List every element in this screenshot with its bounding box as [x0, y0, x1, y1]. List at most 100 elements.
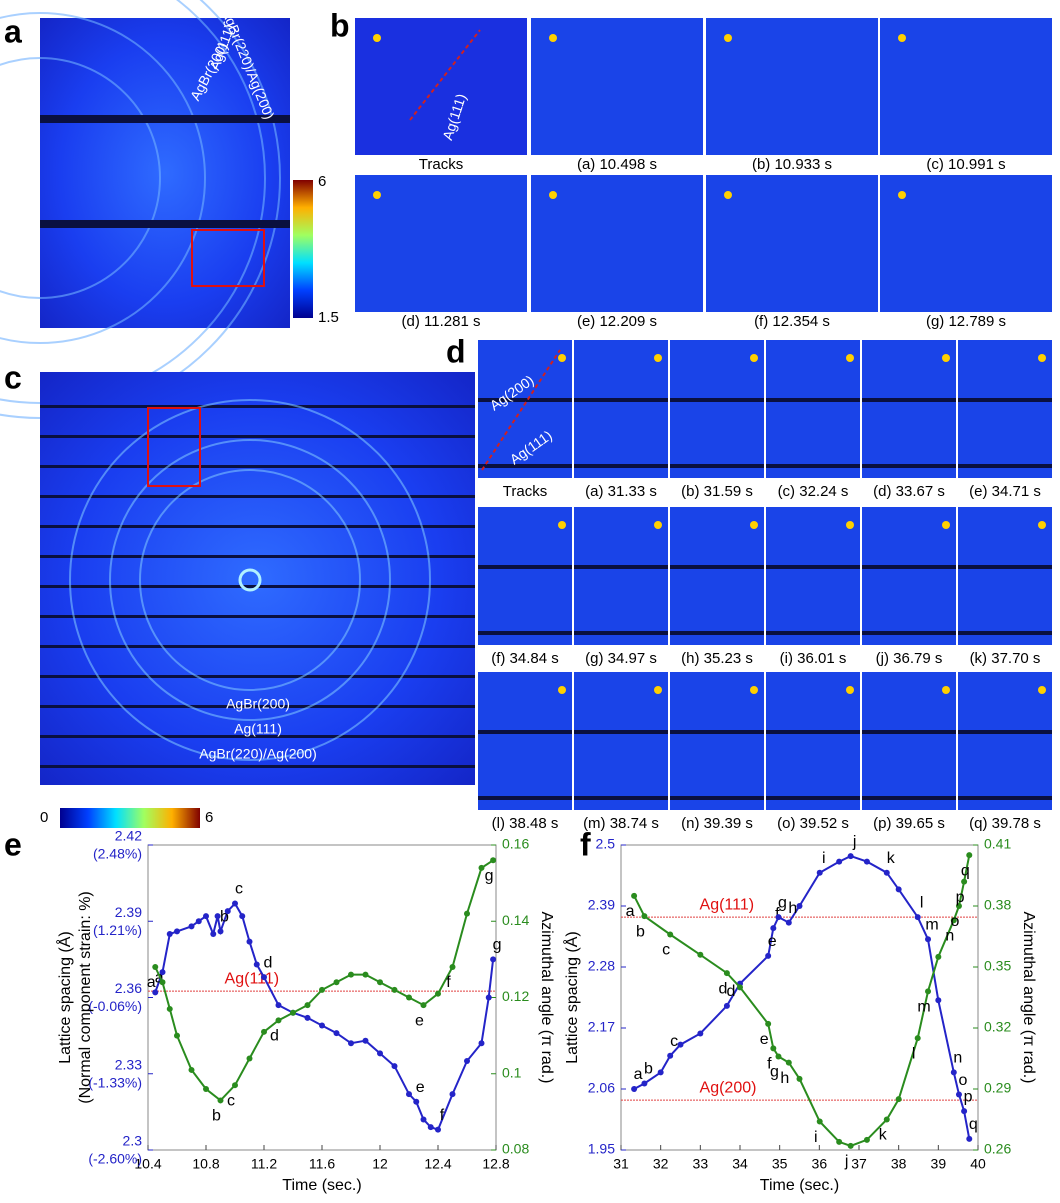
colorbar — [293, 180, 313, 318]
frame-caption: (q) 39.78 s — [969, 815, 1041, 832]
colorbar-label: 0 — [40, 809, 48, 826]
y-tick-label: 2.17 — [588, 1019, 615, 1035]
x-tick-label: 31 — [613, 1156, 629, 1172]
point-label: c — [670, 1033, 678, 1050]
point-label: g — [485, 867, 494, 884]
data-point — [188, 923, 195, 930]
frame-image — [574, 672, 668, 810]
y2-tick-label: 0.38 — [984, 897, 1011, 913]
y-axis-label: Lattice spacing (Å) — [562, 931, 581, 1064]
data-point — [796, 903, 803, 909]
detector-gap — [40, 465, 475, 468]
colorbar-label: 6 — [318, 173, 326, 190]
frame-image — [670, 507, 764, 645]
point-label: k — [887, 850, 896, 867]
point-label: f — [767, 1056, 772, 1073]
data-point — [188, 1066, 195, 1073]
data-point — [174, 1032, 180, 1039]
hot-spot — [558, 686, 566, 694]
y2-tick-label: 0.35 — [984, 958, 1011, 974]
point-label: a — [147, 974, 156, 991]
hot-spot — [373, 34, 381, 42]
reference-label: Ag(111) — [225, 970, 280, 987]
point-label: m — [925, 916, 938, 933]
data-point — [239, 913, 246, 920]
data-point — [641, 1080, 648, 1087]
y-tick-label: 1.95 — [588, 1141, 615, 1157]
detector-gap — [958, 565, 1052, 569]
y2-tick-label: 0.1 — [502, 1064, 522, 1080]
data-point — [785, 919, 792, 926]
hot-spot — [750, 521, 758, 529]
y2-tick-label: 0.08 — [502, 1141, 529, 1157]
detector-gap — [40, 705, 475, 708]
frame-caption: (e) 34.71 s — [969, 483, 1041, 500]
data-point — [304, 1014, 311, 1021]
data-point — [883, 869, 890, 876]
point-label: l — [920, 894, 924, 911]
detector-gap — [574, 565, 668, 569]
point-label: e — [416, 1079, 425, 1096]
frame-image — [478, 507, 572, 645]
hot-spot — [549, 191, 557, 199]
data-point — [159, 979, 166, 986]
detector-gap — [670, 398, 764, 402]
point-label: b — [220, 909, 229, 926]
plot-frame — [147, 844, 497, 1151]
detector-gap — [958, 796, 1052, 800]
frame-image — [958, 672, 1052, 810]
data-point — [796, 1075, 803, 1082]
x-tick-label: 39 — [931, 1156, 947, 1172]
roi-box — [191, 229, 265, 287]
data-point — [203, 913, 209, 920]
data-point — [232, 1082, 238, 1089]
point-label: p — [964, 1088, 973, 1105]
data-point — [217, 928, 224, 935]
series-line — [154, 901, 495, 1131]
data-point — [290, 1009, 296, 1016]
y2-axis-label: Azimuthal angle (π rad.) — [1020, 912, 1037, 1084]
data-point — [166, 930, 173, 937]
detector-gap — [40, 615, 475, 618]
data-point — [895, 1096, 902, 1103]
data-point — [657, 1069, 664, 1076]
point-label: a — [155, 970, 164, 987]
detector-gap — [958, 398, 1052, 402]
detector-gap — [478, 631, 572, 635]
data-point — [420, 1002, 427, 1009]
data-point — [723, 1002, 730, 1009]
plot-frame — [620, 844, 979, 1151]
detector-gap — [670, 565, 764, 569]
image-grid: Tracks (a) 31.33 s (b) 31.59 s (c) 32.24 s (… — [478, 340, 1052, 832]
data-point — [961, 878, 968, 885]
hot-spot — [724, 34, 732, 42]
data-point — [955, 903, 962, 909]
detector-gap — [766, 464, 860, 468]
frame-caption: (a) 10.498 s — [577, 156, 657, 173]
frame-image — [706, 18, 878, 155]
y2-tick-label: 0.29 — [984, 1080, 1011, 1096]
data-point — [217, 1097, 224, 1104]
point-label: d — [270, 1028, 279, 1045]
data-point — [261, 1028, 267, 1035]
y-axis-label: Lattice spacing (Å) — [55, 931, 74, 1064]
frame-image — [670, 672, 764, 810]
data-point — [950, 1069, 957, 1076]
data-point — [765, 952, 772, 959]
point-label: b — [644, 1061, 653, 1078]
detector-gap — [40, 220, 290, 228]
frame-image — [670, 340, 764, 478]
frame-caption: (e) 12.209 s — [577, 313, 657, 330]
point-label: e — [760, 1031, 769, 1048]
image-grid: Tracks (a) 10.498 s (b) 10.933 s (c) 10.991… — [355, 18, 1052, 330]
detector-gap — [766, 631, 860, 635]
ring — [0, 57, 161, 299]
frame-caption: (b) 10.933 s — [752, 156, 832, 173]
data-point — [166, 1005, 173, 1012]
hot-spot — [750, 686, 758, 694]
colorbar-label: 1.5 — [318, 309, 339, 326]
data-point — [478, 1040, 485, 1047]
data-point — [955, 1091, 962, 1098]
series-line — [633, 855, 971, 1140]
